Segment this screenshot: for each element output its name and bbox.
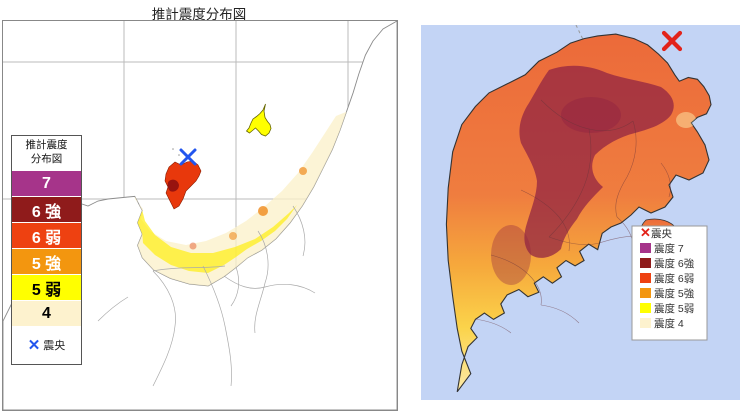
svg-text:震度 7: 震度 7	[654, 242, 684, 255]
svg-text:震度 5強: 震度 5強	[654, 287, 695, 300]
svg-text:震度 6強: 震度 6強	[654, 257, 695, 270]
svg-text:震央: 震央	[651, 227, 672, 240]
svg-text:震度 5弱: 震度 5弱	[654, 302, 694, 315]
svg-text:✕: ✕	[640, 225, 651, 240]
svg-text:震度 6弱: 震度 6弱	[654, 272, 694, 285]
svg-text:震度 4: 震度 4	[654, 317, 684, 330]
